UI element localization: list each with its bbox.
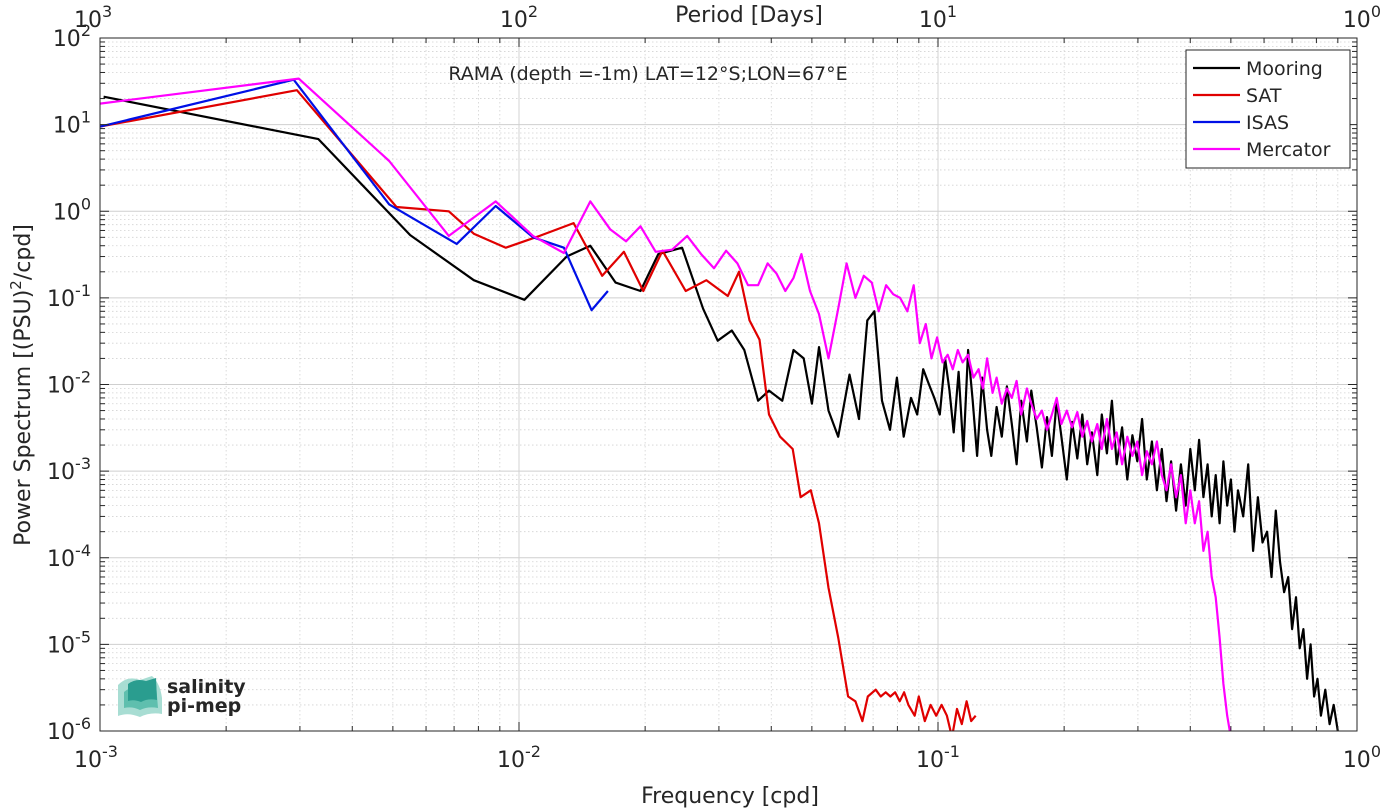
x-tick-label-exponent: -3 <box>102 742 118 761</box>
x-tick-label-exponent: -1 <box>944 742 960 761</box>
legend: Mooring SAT ISAS Mercator <box>1185 49 1351 169</box>
y-tick-label-exponent: -6 <box>75 714 91 733</box>
y-tick-label-exponent: 1 <box>81 108 91 127</box>
legend-label-mercator: Mercator <box>1246 139 1331 161</box>
y-tick-label-base: 10 <box>53 114 81 139</box>
y-tick-label-base: 10 <box>47 720 75 745</box>
y-tick-label-base: 10 <box>47 287 75 312</box>
x-tick-label: 10-2 <box>497 742 541 773</box>
logo-mark-icon <box>118 676 162 717</box>
y-tick-label-exponent: -3 <box>75 454 91 473</box>
top-tick-label-base: 10 <box>74 8 102 33</box>
x-tick-label-base: 10 <box>1343 748 1371 773</box>
x-tick-label: 10-3 <box>74 742 118 773</box>
salinity-pi-mep-logo: salinity pi-mep <box>118 676 246 717</box>
y-axis-label-unit: /cpd] <box>11 224 36 280</box>
y-tick-label: 102 <box>53 21 91 52</box>
y-tick-label-exponent: -2 <box>75 368 91 387</box>
minor-grid <box>100 38 1357 731</box>
top-tick-label: 101 <box>919 2 957 33</box>
y-tick-label-exponent: 0 <box>81 194 91 213</box>
y-tick-label-base: 10 <box>47 633 75 658</box>
y-tick-label: 10-4 <box>47 541 91 572</box>
y-tick-label-base: 10 <box>53 27 81 52</box>
y-tick-label: 100 <box>53 194 91 225</box>
y-tick-label: 10-5 <box>47 627 91 658</box>
top-tick-label-exponent: 3 <box>102 2 112 21</box>
legend-label-isas: ISAS <box>1246 112 1289 134</box>
y-tick-label-base: 10 <box>53 200 81 225</box>
x-tick-label-base: 10 <box>497 748 525 773</box>
y-tick-label: 10-2 <box>47 368 91 399</box>
top-tick-label-base: 10 <box>500 8 528 33</box>
top-axis-label: Period [Days] <box>675 3 823 28</box>
x-tick-label: 100 <box>1343 742 1381 773</box>
y-tick-label-base: 10 <box>47 460 75 485</box>
y-tick-label: 10-3 <box>47 454 91 485</box>
series-line-mooring <box>103 95 1339 731</box>
top-tick-label-exponent: 2 <box>528 2 538 21</box>
y-tick-label: 10-6 <box>47 714 91 745</box>
y-axis-label: Power Spectrum [(PSU)2/cpd] <box>7 224 36 546</box>
series-line-sat <box>100 89 977 731</box>
chart-title: RAMA (depth =-1m) LAT=12°S;LON=67°E <box>448 63 847 85</box>
top-tick-label-base: 10 <box>1343 8 1371 33</box>
x-tick-label-base: 10 <box>74 748 102 773</box>
tick-marks <box>99 37 1358 732</box>
y-tick-label: 101 <box>53 108 91 139</box>
legend-label-mooring: Mooring <box>1246 58 1323 80</box>
top-tick-label: 100 <box>1343 2 1381 33</box>
y-tick-label-exponent: -5 <box>75 627 91 646</box>
y-tick-label: 10-1 <box>47 281 91 312</box>
x-tick-label: 10-1 <box>916 742 960 773</box>
top-tick-label-exponent: 1 <box>947 2 957 21</box>
top-tick-label-base: 10 <box>919 8 947 33</box>
top-tick-label-exponent: 0 <box>1371 2 1381 21</box>
legend-label-sat: SAT <box>1246 85 1282 107</box>
x-tick-label-base: 10 <box>916 748 944 773</box>
x-axis-label: Frequency [cpd] <box>641 784 819 809</box>
y-axis-label-main: Power Spectrum [(PSU) <box>11 290 36 546</box>
top-tick-label: 102 <box>500 2 538 33</box>
y-axis-label-sup: 2 <box>7 280 25 290</box>
y-tick-label-exponent: -1 <box>75 281 91 300</box>
y-tick-label-base: 10 <box>47 547 75 572</box>
major-grid <box>99 37 1358 732</box>
top-tick-label: 103 <box>74 2 112 33</box>
x-tick-label-exponent: -2 <box>525 742 541 761</box>
series-layer <box>100 77 1339 731</box>
x-tick-label-exponent: 0 <box>1371 742 1381 761</box>
series-line-mercator <box>100 77 1231 731</box>
logo-line2: pi-mep <box>167 695 241 717</box>
y-tick-label-exponent: 2 <box>81 21 91 40</box>
y-tick-label-exponent: -4 <box>75 541 91 560</box>
y-tick-label-base: 10 <box>47 374 75 399</box>
series-line-isas <box>100 78 609 312</box>
logo-line1: salinity <box>167 676 246 698</box>
